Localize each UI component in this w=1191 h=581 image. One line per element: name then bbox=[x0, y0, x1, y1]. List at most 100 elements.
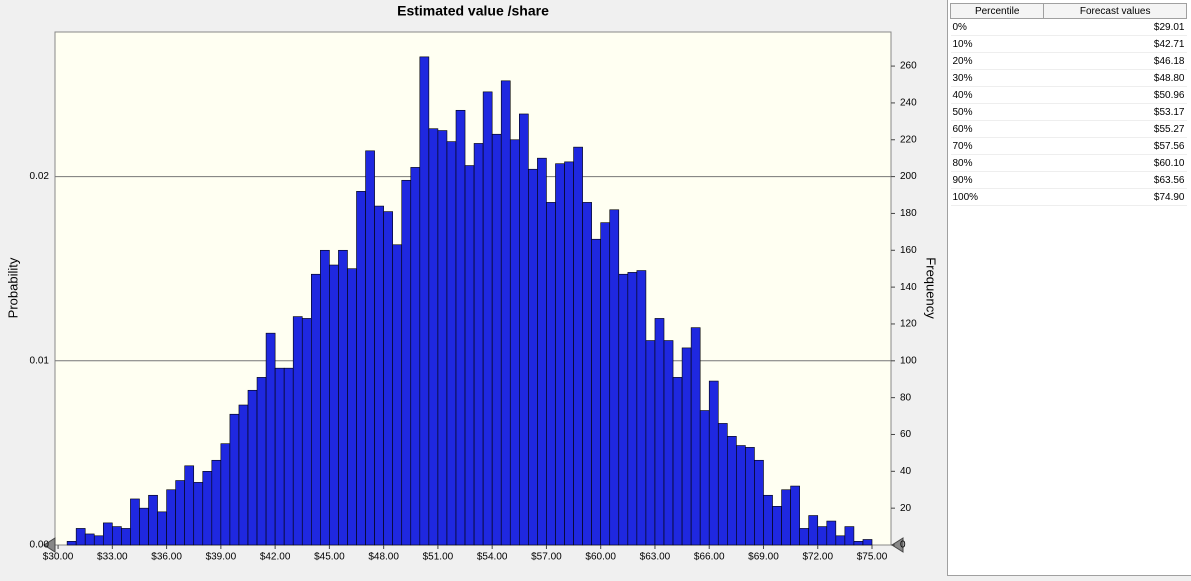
bar bbox=[292, 316, 303, 546]
bar bbox=[175, 480, 185, 546]
chart-title: Estimated value /share bbox=[397, 3, 549, 19]
x-tick-label: $63.00 bbox=[640, 552, 671, 563]
y2-tick-label: 200 bbox=[900, 171, 917, 182]
bar bbox=[202, 471, 213, 546]
bar bbox=[681, 347, 692, 546]
percentile: 80% bbox=[950, 154, 1044, 172]
table-row: 10% $42.71 bbox=[950, 35, 1187, 53]
bar bbox=[727, 436, 737, 546]
bar bbox=[229, 413, 240, 546]
bar bbox=[365, 150, 375, 546]
bar bbox=[310, 273, 321, 546]
forecast-value: $29.01 bbox=[1043, 18, 1187, 36]
y2-tick-label: 240 bbox=[900, 98, 917, 109]
right-marker[interactable] bbox=[891, 537, 904, 553]
bar bbox=[102, 522, 113, 546]
y-axis-label: Probability bbox=[5, 257, 20, 318]
bar bbox=[844, 526, 855, 546]
bar bbox=[763, 494, 773, 546]
bar bbox=[347, 268, 357, 546]
bar bbox=[112, 526, 122, 546]
bar bbox=[455, 109, 466, 546]
bar bbox=[437, 130, 448, 546]
bar bbox=[383, 211, 393, 546]
bar bbox=[301, 318, 312, 546]
forecast-value: $46.18 bbox=[1043, 52, 1187, 70]
percentile: 40% bbox=[950, 86, 1044, 104]
y-tick-label: 0.01 bbox=[30, 355, 50, 366]
bar bbox=[419, 56, 430, 546]
bar bbox=[148, 494, 158, 546]
x-tick-label: $39.00 bbox=[206, 552, 237, 563]
x-tick-label: $30.00 bbox=[43, 552, 74, 563]
bar bbox=[826, 520, 837, 546]
bar bbox=[600, 222, 611, 546]
y2-tick-label: 120 bbox=[900, 319, 917, 330]
table-row: 20% $46.18 bbox=[950, 52, 1187, 70]
bar bbox=[808, 515, 819, 546]
x-tick-label: $48.00 bbox=[368, 552, 399, 563]
bar bbox=[256, 377, 267, 546]
y2-tick-label: 20 bbox=[900, 503, 912, 514]
bar bbox=[265, 332, 276, 546]
bar bbox=[708, 380, 719, 546]
bar bbox=[374, 205, 384, 546]
bar bbox=[93, 535, 104, 546]
bar bbox=[238, 404, 249, 546]
bar bbox=[473, 143, 484, 546]
bar bbox=[392, 244, 403, 546]
header-cell: Forecast values bbox=[1043, 3, 1187, 19]
bar bbox=[211, 459, 222, 546]
bar bbox=[338, 249, 348, 546]
table-row: 60% $55.27 bbox=[950, 120, 1187, 138]
forecast-value: $74.90 bbox=[1043, 188, 1187, 206]
y2-tick-label: 160 bbox=[900, 245, 917, 256]
bar bbox=[66, 541, 77, 546]
bar bbox=[320, 249, 330, 546]
table-row: 100% $74.90 bbox=[950, 188, 1187, 206]
bar bbox=[618, 273, 629, 546]
percentile: 90% bbox=[950, 171, 1044, 189]
bar bbox=[184, 465, 195, 546]
left-marker[interactable] bbox=[43, 537, 56, 553]
bar bbox=[555, 163, 565, 546]
chart: Estimated value /share Probability Frequ… bbox=[5, 2, 939, 563]
percentile: 30% bbox=[950, 69, 1044, 87]
bar bbox=[283, 367, 294, 546]
forecast-value: $50.96 bbox=[1043, 86, 1187, 104]
bar bbox=[139, 507, 149, 546]
bar bbox=[482, 91, 493, 546]
x-tick-label: $60.00 bbox=[585, 552, 616, 563]
bar bbox=[491, 133, 502, 546]
bar bbox=[130, 498, 140, 546]
bar bbox=[121, 528, 131, 546]
bar bbox=[428, 128, 439, 546]
y2-tick-label: 0 bbox=[900, 540, 906, 551]
x-tick-label: $51.00 bbox=[423, 552, 454, 563]
bar bbox=[247, 389, 258, 546]
y2-tick-label: 60 bbox=[900, 429, 912, 440]
bar bbox=[75, 528, 86, 546]
percentile: 0% bbox=[950, 18, 1044, 36]
y-tick-label: 0.02 bbox=[30, 171, 50, 182]
table-row: 30% $48.80 bbox=[950, 69, 1187, 87]
bar bbox=[853, 541, 864, 546]
percentile: 20% bbox=[950, 52, 1044, 70]
x-tick-label: $69.00 bbox=[748, 552, 779, 563]
bar bbox=[663, 340, 674, 546]
bar bbox=[591, 238, 601, 546]
bar bbox=[446, 141, 457, 546]
header-cell: Percentile bbox=[949, 3, 1045, 19]
forecast-value: $53.17 bbox=[1043, 103, 1187, 121]
bar bbox=[790, 485, 800, 546]
bar bbox=[564, 161, 574, 546]
y-tick-label: 0.00 bbox=[30, 540, 50, 551]
bar bbox=[509, 139, 520, 546]
forecast-value: $55.27 bbox=[1043, 120, 1187, 138]
table-header: Percentile Forecast values bbox=[949, 3, 1187, 19]
bar bbox=[329, 264, 339, 546]
bar bbox=[464, 165, 475, 546]
bar bbox=[835, 535, 846, 546]
forecast-value: $63.56 bbox=[1043, 171, 1187, 189]
